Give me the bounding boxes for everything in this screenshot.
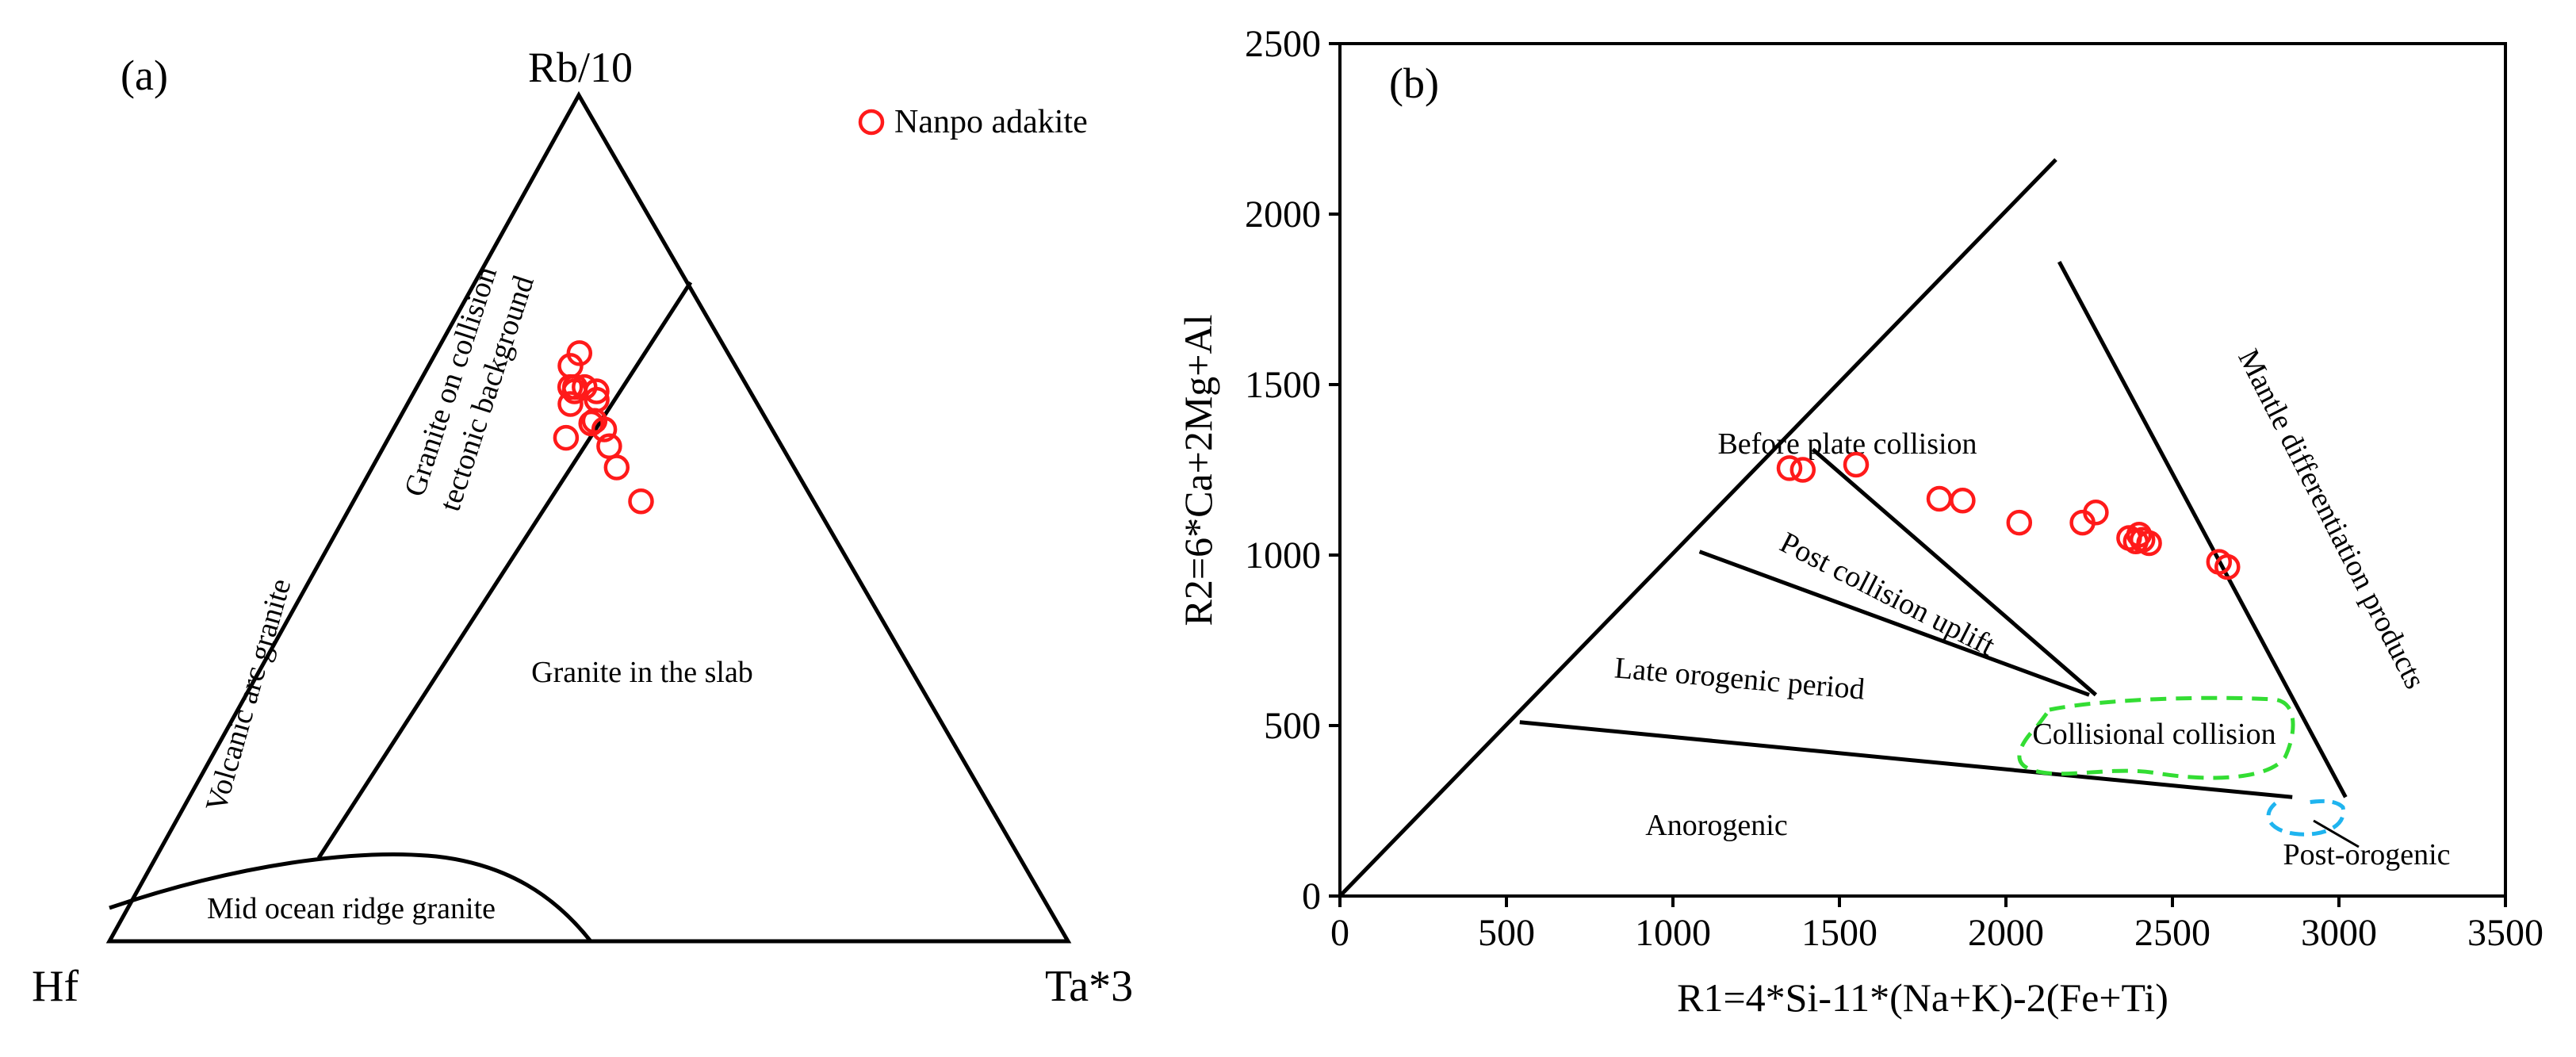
legend-marker <box>858 109 885 136</box>
x-tick-label-6: 3000 <box>2301 912 2377 954</box>
y-axis-ticks: 0 500 1000 1500 2000 2500 <box>1245 23 1340 917</box>
anorogenic-label: Anorogenic <box>1645 809 1787 842</box>
r1r2-point-14 <box>2214 553 2241 580</box>
r1r2-point-1 <box>1789 457 1816 483</box>
collisional-label: Collisional collision <box>2032 718 2276 751</box>
y-axis-label: R2=6*Ca+2Mg+Al <box>1176 315 1220 626</box>
slab-boundary <box>316 281 693 860</box>
x-axis-label: R1=4*Si-11*(Na+K)-2(Fe+Ti) <box>1677 975 2168 1020</box>
slab-field-label: Granite in the slab <box>531 656 753 689</box>
collisional-collision-outline <box>2017 695 2295 780</box>
x-tick-label-4: 2000 <box>1968 912 2044 954</box>
mid-ocean-ridge-boundary <box>109 852 592 943</box>
x-tick-label-3: 1500 <box>1801 912 1877 954</box>
x-tick-label-5: 2500 <box>2134 912 2210 954</box>
y-tick-label-0: 0 <box>1302 875 1321 917</box>
plot-b-frame <box>1338 42 2507 898</box>
panel-a: (a) Rb/10 Hf Ta*3 Granite on collision t… <box>32 44 1133 1011</box>
panel-b: 0 500 1000 1500 2000 2500 3000 3500 0 500 1000 150… <box>1176 23 2543 1020</box>
ternary-point-8 <box>557 391 584 417</box>
y-tick-label-2: 1000 <box>1245 534 1321 576</box>
ternary-point-11 <box>578 410 604 437</box>
x-tick-label-2: 1000 <box>1635 912 1711 954</box>
x-tick-label-7: 3500 <box>2467 912 2543 954</box>
y-tick-label-4: 2000 <box>1245 193 1321 236</box>
legend-label: Nanpo adakite <box>894 104 1088 140</box>
r1r2-point-7 <box>2083 500 2109 526</box>
ternary-point-14 <box>603 454 630 481</box>
r1r2-point-12 <box>2136 530 2162 557</box>
x-tick-label-1: 500 <box>1478 912 1535 954</box>
field-boundaries <box>1338 158 2348 898</box>
r1r2-point-4 <box>1950 487 1976 514</box>
boundary-outer-left <box>1338 158 2057 898</box>
mid-ocean-field-label: Mid ocean ridge granite <box>207 892 496 925</box>
x-tick-label-0: 0 <box>1330 912 1349 954</box>
vertex-top-label: Rb/10 <box>528 44 633 91</box>
vertex-right-label: Ta*3 <box>1045 962 1133 1011</box>
boundary-pre-collision-lower <box>1811 447 2098 697</box>
ternary-point-12 <box>553 424 580 451</box>
ternary-point-15 <box>628 488 654 515</box>
ternary-point-10 <box>591 416 618 442</box>
boundary-mantle-boundary <box>2057 261 2348 798</box>
post-orogenic-outline <box>2266 798 2346 837</box>
x-axis-ticks: 0 500 1000 1500 2000 2500 3000 3500 <box>1330 896 2543 954</box>
vertex-left-label: Hf <box>32 962 78 1011</box>
ternary-point-6 <box>561 378 588 404</box>
r1r2-point-0 <box>1776 455 1803 481</box>
late-orogenic-label: Late orogenic period <box>1613 651 1866 706</box>
ternary-points <box>553 340 654 515</box>
r1r2-point-5 <box>2006 509 2033 536</box>
y-tick-label-1: 500 <box>1264 705 1321 747</box>
panel-a-label: (a) <box>121 52 168 99</box>
y-tick-label-3: 1500 <box>1245 364 1321 406</box>
post-uplift-label: Post collision uplift <box>1774 526 2000 663</box>
before-collision-label: Before plate collision <box>1717 427 1977 461</box>
post-orogenic-label: Post-orogenic <box>2283 838 2450 871</box>
ternary-outline <box>105 90 1072 944</box>
panel-b-label: (b) <box>1389 59 1439 107</box>
r1r2-point-3 <box>1926 485 1953 512</box>
r1r2-point-2 <box>1843 451 1870 478</box>
boundary-base <box>1519 720 2293 799</box>
post-orogenic-leader <box>2313 819 2360 848</box>
boundary-post-uplift-lower <box>1698 550 2090 697</box>
legend: Nanpo adakite <box>858 104 1088 140</box>
y-tick-label-5: 2500 <box>1245 23 1321 65</box>
r1r2-points <box>1776 451 2241 580</box>
volcanic-arc-field-label: Volcanic arc granite <box>199 575 297 815</box>
